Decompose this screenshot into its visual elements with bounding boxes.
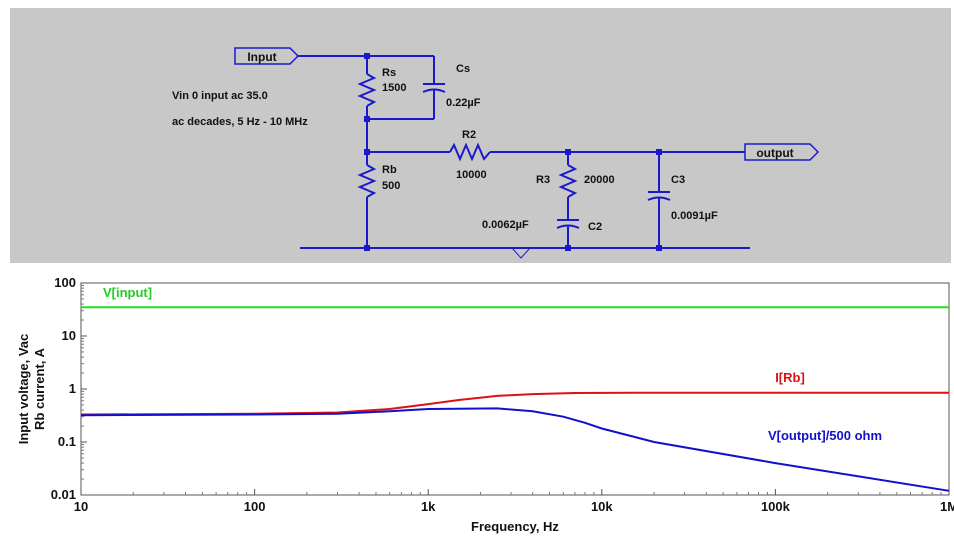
c3-value: 0.0091µF <box>671 210 718 222</box>
legend-v-output: V[output]/500 ohm <box>768 428 882 443</box>
resistor-rs-symbol <box>357 73 377 107</box>
legend-v-input: V[input] <box>103 285 152 300</box>
x-tick-label: 100k <box>761 499 791 514</box>
r2-value: 10000 <box>456 169 487 181</box>
y-tick-label: 100 <box>54 275 76 290</box>
ground-icon <box>511 247 531 259</box>
input-port-label: Input <box>247 50 276 64</box>
junction-dot <box>565 245 571 251</box>
y-axis-label-line1: Input voltage, Vac <box>16 334 31 445</box>
x-tick-label: 100 <box>244 499 266 514</box>
rb-value: 500 <box>382 180 400 192</box>
resistor-r3-symbol <box>558 164 578 198</box>
plot-frame <box>80 282 950 496</box>
junction-dot <box>364 116 370 122</box>
junction-dot <box>656 245 662 251</box>
cs-value: 0.22µF <box>446 97 481 109</box>
frequency-response-chart: 100 10 1 0.1 0.01 10 100 1k 10k 100k 1M Input vol… <box>16 275 954 534</box>
r3-value: 20000 <box>584 174 615 186</box>
y-tick-label: 10 <box>62 328 76 343</box>
capacitor-cs-plate <box>422 88 446 93</box>
c2-name: C2 <box>588 221 602 233</box>
x-tick-label: 1k <box>421 499 436 514</box>
output-port-label: output <box>756 146 793 160</box>
c2-value: 0.0062µF <box>482 219 529 231</box>
junction-dot <box>364 149 370 155</box>
y-tick-label: 1 <box>69 381 76 396</box>
r3-name: R3 <box>536 174 550 186</box>
x-tick-label: 10k <box>591 499 613 514</box>
capacitor-c3-plate <box>647 196 671 201</box>
legend-i-rb: I[Rb] <box>775 370 805 385</box>
x-axis-label: Frequency, Hz <box>471 519 559 534</box>
r2-name: R2 <box>462 129 476 141</box>
junction-dot <box>364 53 370 59</box>
output-port <box>744 143 820 161</box>
junction-dot <box>656 149 662 155</box>
schematic-panel: Input output Vin 0 input ac 35.0 ac deca… <box>10 8 951 263</box>
directive-line: ac decades, 5 Hz - 10 MHz <box>172 116 308 128</box>
rs-value: 1500 <box>382 82 406 94</box>
resistor-r2-symbol <box>449 142 491 162</box>
rb-name: Rb <box>382 164 397 176</box>
schematic-diagram: Input output Vin 0 input ac 35.0 ac deca… <box>172 47 820 259</box>
capacitor-c2-plate <box>556 224 580 229</box>
junction-dot <box>364 245 370 251</box>
y-tick-label: 0.1 <box>58 434 76 449</box>
v-output-line <box>80 407 950 492</box>
x-tick-label: 1M <box>940 499 954 514</box>
junction-dot <box>565 149 571 155</box>
i-rb-line <box>80 391 949 416</box>
c3-name: C3 <box>671 174 685 186</box>
directive-line: Vin 0 input ac 35.0 <box>172 90 268 102</box>
rs-name: Rs <box>382 67 396 79</box>
y-tick-label: 0.01 <box>51 487 76 502</box>
y-axis-label-line2: Rb current, A <box>32 347 47 429</box>
cs-name: Cs <box>456 63 470 75</box>
resistor-rb-symbol <box>357 164 377 198</box>
input-port <box>234 47 300 65</box>
x-tick-label: 10 <box>74 499 88 514</box>
plot-panel: 100 10 1 0.1 0.01 10 100 1k 10k 100k 1M Input vol… <box>0 265 954 535</box>
